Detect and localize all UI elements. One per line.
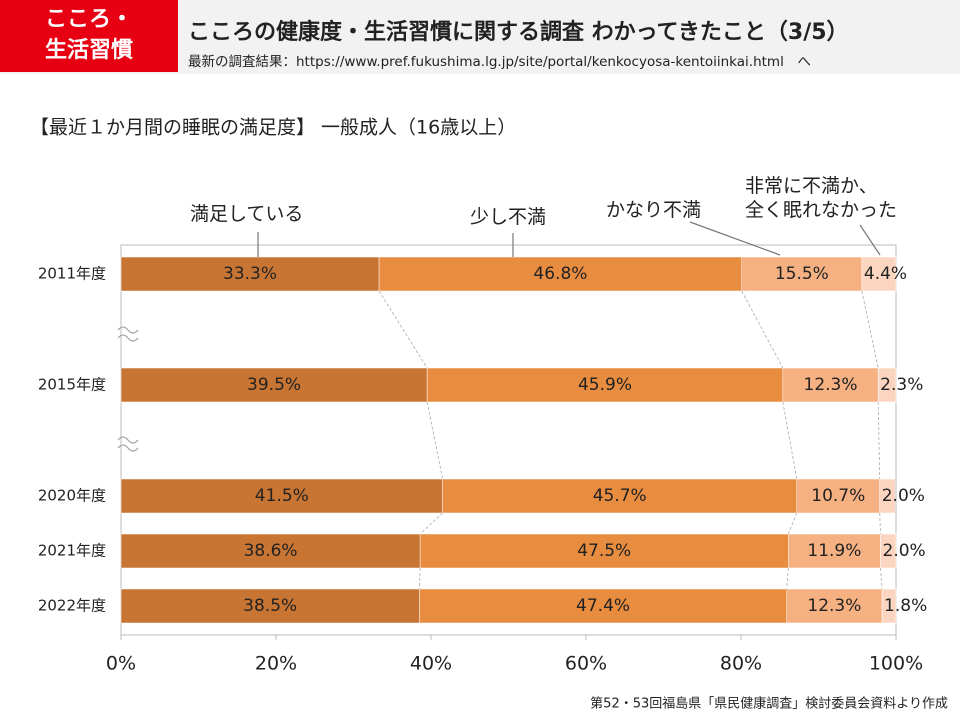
- leader-line: [689, 221, 781, 256]
- connector-line: [786, 567, 789, 590]
- y-tick-label: 2021年度: [38, 542, 106, 560]
- connector-line: [879, 512, 881, 535]
- x-tick-label: 100%: [869, 653, 923, 675]
- connector-line: [782, 401, 798, 480]
- badge-line: 生活習慣: [45, 37, 133, 63]
- bar-segment: [419, 588, 787, 624]
- bar-segment: [120, 588, 420, 624]
- bar-segment: [120, 367, 428, 403]
- connector-line: [418, 567, 421, 590]
- connector-line: [877, 401, 881, 480]
- value-label: 2.0%: [882, 486, 925, 506]
- leader-line: [859, 224, 881, 256]
- legend-label: かなり不満: [606, 199, 702, 221]
- value-label: 45.9%: [578, 375, 632, 395]
- x-tick-label: 20%: [255, 653, 297, 675]
- x-tick-label: 40%: [410, 653, 452, 675]
- value-label: 1.8%: [884, 596, 927, 616]
- x-tick-label: 0%: [106, 653, 136, 675]
- value-label: 38.6%: [244, 541, 298, 561]
- bar-segment: [120, 256, 380, 292]
- value-label: 12.3%: [807, 596, 861, 616]
- bar-segment: [378, 256, 743, 292]
- y-tick-label: 2011年度: [38, 265, 106, 283]
- legend-label: 非常に不満か、 全く眠れなかった: [745, 175, 898, 221]
- value-label: 2.0%: [883, 541, 926, 561]
- value-label: 47.5%: [577, 541, 631, 561]
- y-tick-label: 2022年度: [38, 597, 106, 615]
- source-note: 第52・53回福島県「県民健康調査」検討委員会資料より作成: [590, 696, 948, 712]
- value-label: 2.3%: [880, 375, 923, 395]
- bar-segment: [442, 478, 798, 514]
- bar-segment: [786, 588, 883, 624]
- bar-segment: [741, 256, 863, 292]
- plot-frame: [120, 244, 897, 636]
- connector-line: [787, 512, 798, 535]
- axis-break: [117, 326, 139, 452]
- legend-label: 満足している: [190, 203, 304, 225]
- value-label: 4.4%: [864, 264, 907, 284]
- badge-line: こころ・: [45, 7, 133, 32]
- bar-segment: [426, 367, 784, 403]
- x-tick-label: 80%: [720, 653, 762, 675]
- bar-segment: [796, 478, 880, 514]
- value-label: 47.4%: [576, 596, 630, 616]
- y-tick-label: 2020年度: [38, 487, 106, 505]
- value-label: 10.7%: [811, 486, 865, 506]
- connector-line: [378, 290, 428, 369]
- value-label: 12.3%: [804, 375, 858, 395]
- value-label: 41.5%: [255, 486, 309, 506]
- bar-segment: [788, 533, 881, 569]
- bar-segment: [881, 588, 897, 624]
- bar-segment: [880, 533, 897, 569]
- page-subtitle: 最新の調査結果：https://www.pref.fukushima.lg.jp…: [188, 54, 811, 70]
- legend-label: 少し不満: [470, 206, 547, 228]
- x-tick-label: 60%: [565, 653, 607, 675]
- value-label: 11.9%: [807, 541, 861, 561]
- connector-line: [880, 567, 883, 590]
- connector-line: [861, 290, 879, 369]
- bar-segment: [861, 256, 897, 292]
- connector-line: [426, 401, 444, 480]
- bar-segment: [120, 478, 443, 514]
- value-label: 45.7%: [593, 486, 647, 506]
- chart-title: 【最近１か月間の睡眠の満足度】 一般成人（16歳以上）: [30, 117, 516, 139]
- page-title: こころの健康度・生活習慣に関する調査 わかってきたこと（3/5）: [188, 19, 849, 45]
- value-label: 39.5%: [247, 375, 301, 395]
- value-label: 38.5%: [243, 596, 297, 616]
- y-tick-label: 2015年度: [38, 376, 106, 394]
- value-label: 15.5%: [775, 264, 829, 284]
- bar-segment: [879, 478, 896, 514]
- value-label: 46.8%: [533, 264, 587, 284]
- bar-segment: [120, 533, 421, 569]
- badge: [0, 0, 178, 72]
- bar-segment: [419, 533, 789, 569]
- bar-segment: [782, 367, 879, 403]
- value-label: 33.3%: [223, 264, 277, 284]
- bar-segment: [877, 367, 897, 403]
- connector-line: [741, 290, 784, 369]
- connector-line: [419, 512, 443, 535]
